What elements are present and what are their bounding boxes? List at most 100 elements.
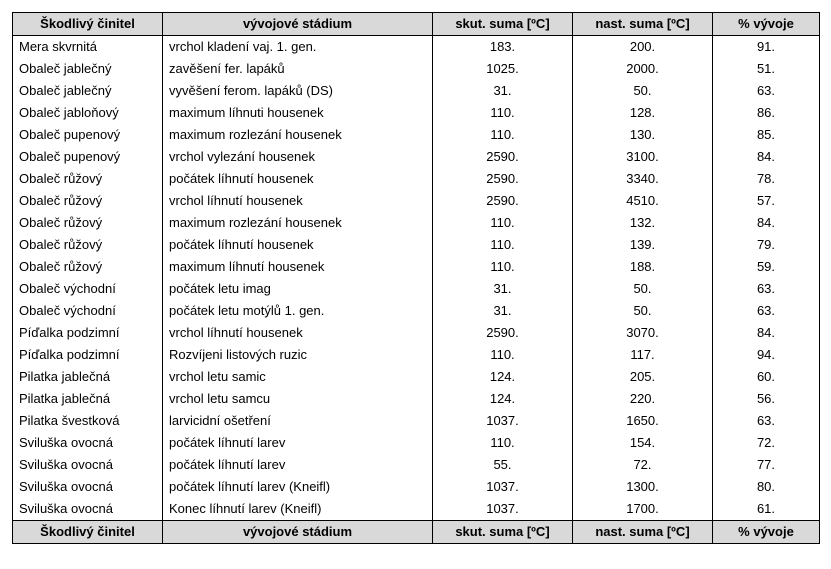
cell-pest: Sviluška ovocná <box>13 498 163 521</box>
col-header-pct: % vývoje <box>713 13 820 36</box>
cell-skut: 2590. <box>433 168 573 190</box>
cell-stage: vrchol líhnutí housenek <box>163 190 433 212</box>
cell-pct: 85. <box>713 124 820 146</box>
cell-nast: 154. <box>573 432 713 454</box>
table-row: Obaleč růžovýpočátek líhnutí housenek259… <box>13 168 820 190</box>
cell-skut: 110. <box>433 102 573 124</box>
table-row: Mera skvrnitávrchol kladení vaj. 1. gen.… <box>13 36 820 59</box>
cell-nast: 50. <box>573 80 713 102</box>
pest-development-table: Škodlivý činitel vývojové stádium skut. … <box>12 12 820 544</box>
cell-skut: 31. <box>433 300 573 322</box>
cell-nast: 2000. <box>573 58 713 80</box>
col-footer-pest: Škodlivý činitel <box>13 521 163 544</box>
cell-pest: Sviluška ovocná <box>13 432 163 454</box>
cell-nast: 188. <box>573 256 713 278</box>
cell-skut: 124. <box>433 366 573 388</box>
table-row: Sviluška ovocnápočátek líhnutí larev110.… <box>13 432 820 454</box>
cell-nast: 4510. <box>573 190 713 212</box>
cell-stage: počátek líhnutí larev <box>163 454 433 476</box>
cell-stage: vrchol letu samcu <box>163 388 433 410</box>
cell-nast: 200. <box>573 36 713 59</box>
cell-stage: vyvěšení ferom. lapáků (DS) <box>163 80 433 102</box>
cell-pest: Mera skvrnitá <box>13 36 163 59</box>
cell-nast: 50. <box>573 278 713 300</box>
cell-pest: Píďalka podzimní <box>13 322 163 344</box>
cell-stage: larvicidní ošetření <box>163 410 433 432</box>
table-header-row: Škodlivý činitel vývojové stádium skut. … <box>13 13 820 36</box>
cell-pct: 63. <box>713 300 820 322</box>
cell-stage: Konec líhnutí larev (Kneifl) <box>163 498 433 521</box>
cell-skut: 110. <box>433 124 573 146</box>
cell-pct: 80. <box>713 476 820 498</box>
table-row: Pilatka švestkoválarvicidní ošetření1037… <box>13 410 820 432</box>
cell-pest: Obaleč růžový <box>13 234 163 256</box>
cell-skut: 31. <box>433 278 573 300</box>
cell-pct: 59. <box>713 256 820 278</box>
cell-nast: 128. <box>573 102 713 124</box>
cell-nast: 1300. <box>573 476 713 498</box>
cell-skut: 1037. <box>433 476 573 498</box>
cell-stage: vrchol vylezání housenek <box>163 146 433 168</box>
table-row: Pilatka jablečnávrchol letu samic124.205… <box>13 366 820 388</box>
cell-nast: 220. <box>573 388 713 410</box>
table-row: Obaleč jablečnývyvěšení ferom. lapáků (D… <box>13 80 820 102</box>
cell-pest: Obaleč jabloňový <box>13 102 163 124</box>
cell-skut: 2590. <box>433 146 573 168</box>
cell-pct: 60. <box>713 366 820 388</box>
cell-stage: maximum rozlezání housenek <box>163 124 433 146</box>
cell-nast: 132. <box>573 212 713 234</box>
cell-nast: 117. <box>573 344 713 366</box>
table-body: Mera skvrnitávrchol kladení vaj. 1. gen.… <box>13 36 820 521</box>
cell-stage: počátek letu motýlů 1. gen. <box>163 300 433 322</box>
table-row: Obaleč růžovýmaximum rozlezání housenek1… <box>13 212 820 234</box>
table-row: Sviluška ovocnápočátek líhnutí larev (Kn… <box>13 476 820 498</box>
table-row: Obaleč pupenovýmaximum rozlezání housene… <box>13 124 820 146</box>
cell-pest: Obaleč východní <box>13 300 163 322</box>
table-row: Obaleč růžovýpočátek líhnutí housenek110… <box>13 234 820 256</box>
col-header-skut: skut. suma [ºC] <box>433 13 573 36</box>
cell-skut: 1025. <box>433 58 573 80</box>
table-row: Obaleč růžovýmaximum líhnutí housenek110… <box>13 256 820 278</box>
cell-pct: 94. <box>713 344 820 366</box>
cell-stage: počátek líhnutí larev (Kneifl) <box>163 476 433 498</box>
cell-skut: 2590. <box>433 322 573 344</box>
cell-pest: Pilatka jablečná <box>13 388 163 410</box>
cell-pest: Obaleč jablečný <box>13 80 163 102</box>
cell-pct: 63. <box>713 278 820 300</box>
cell-pest: Obaleč růžový <box>13 190 163 212</box>
cell-nast: 139. <box>573 234 713 256</box>
cell-skut: 55. <box>433 454 573 476</box>
cell-nast: 3340. <box>573 168 713 190</box>
cell-nast: 1650. <box>573 410 713 432</box>
cell-pct: 72. <box>713 432 820 454</box>
col-footer-nast: nast. suma [ºC] <box>573 521 713 544</box>
col-footer-skut: skut. suma [ºC] <box>433 521 573 544</box>
cell-nast: 50. <box>573 300 713 322</box>
cell-stage: maximum líhnutí housenek <box>163 256 433 278</box>
cell-stage: Rozvíjeni listových ruzic <box>163 344 433 366</box>
cell-stage: vrchol letu samic <box>163 366 433 388</box>
cell-pct: 77. <box>713 454 820 476</box>
cell-stage: vrchol líhnutí housenek <box>163 322 433 344</box>
col-header-stage: vývojové stádium <box>163 13 433 36</box>
table-row: Pilatka jablečnávrchol letu samcu124.220… <box>13 388 820 410</box>
col-footer-pct: % vývoje <box>713 521 820 544</box>
cell-nast: 3100. <box>573 146 713 168</box>
cell-pest: Obaleč růžový <box>13 212 163 234</box>
cell-nast: 72. <box>573 454 713 476</box>
cell-pest: Obaleč jablečný <box>13 58 163 80</box>
cell-pct: 84. <box>713 212 820 234</box>
table-row: Sviluška ovocnápočátek líhnutí larev55.7… <box>13 454 820 476</box>
cell-pct: 57. <box>713 190 820 212</box>
cell-nast: 205. <box>573 366 713 388</box>
table-row: Píďalka podzimnívrchol líhnutí housenek2… <box>13 322 820 344</box>
cell-skut: 110. <box>433 432 573 454</box>
cell-skut: 110. <box>433 344 573 366</box>
table-row: Obaleč růžovývrchol líhnutí housenek2590… <box>13 190 820 212</box>
cell-skut: 31. <box>433 80 573 102</box>
col-footer-stage: vývojové stádium <box>163 521 433 544</box>
cell-pct: 84. <box>713 146 820 168</box>
cell-pest: Pilatka jablečná <box>13 366 163 388</box>
cell-stage: počátek líhnutí housenek <box>163 234 433 256</box>
cell-stage: počátek líhnutí housenek <box>163 168 433 190</box>
